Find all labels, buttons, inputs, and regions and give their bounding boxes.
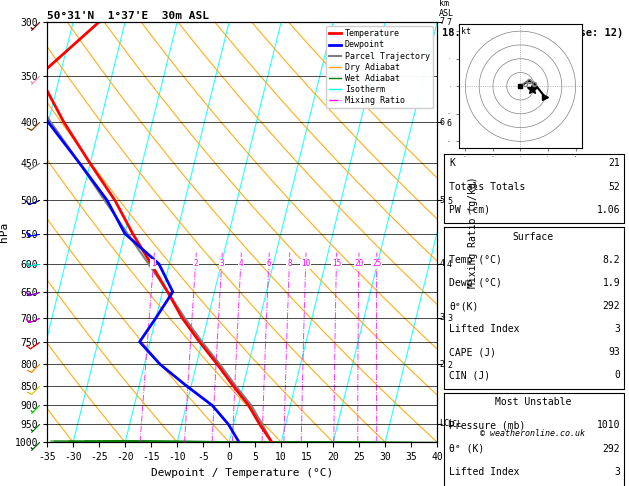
Text: Lifted Index: Lifted Index [449, 467, 520, 477]
Y-axis label: Mixing Ratio (g/kg): Mixing Ratio (g/kg) [467, 176, 477, 288]
Text: 4: 4 [238, 260, 243, 268]
Text: Temp (°C): Temp (°C) [449, 255, 503, 265]
Text: kt: kt [461, 27, 471, 36]
Text: 0: 0 [615, 370, 620, 381]
Text: 18.04.2024  00GMT  (Base: 12): 18.04.2024 00GMT (Base: 12) [442, 28, 623, 38]
Text: Lifted Index: Lifted Index [449, 324, 520, 334]
Text: 4: 4 [439, 260, 444, 268]
Text: Totals Totals: Totals Totals [449, 182, 526, 191]
Text: 21: 21 [608, 158, 620, 169]
Text: 2: 2 [439, 360, 444, 369]
Text: CAPE (J): CAPE (J) [449, 347, 496, 357]
Text: 5: 5 [439, 196, 444, 205]
Text: LCL: LCL [439, 419, 454, 429]
Text: PW (cm): PW (cm) [449, 205, 491, 215]
Text: 6: 6 [439, 118, 444, 127]
Text: 292: 292 [603, 301, 620, 311]
Text: 7: 7 [439, 17, 444, 26]
Text: 8: 8 [287, 260, 292, 268]
Text: 1.06: 1.06 [597, 205, 620, 215]
Legend: Temperature, Dewpoint, Parcel Trajectory, Dry Adiabat, Wet Adiabat, Isotherm, Mi: Temperature, Dewpoint, Parcel Trajectory… [326, 26, 433, 108]
Text: 20: 20 [354, 260, 364, 268]
Text: 2: 2 [193, 260, 198, 268]
Text: Surface: Surface [513, 232, 554, 242]
Text: 50°31'N  1°37'E  30m ASL: 50°31'N 1°37'E 30m ASL [47, 11, 209, 21]
Text: K: K [449, 158, 455, 169]
Text: 93: 93 [608, 347, 620, 357]
Text: 1: 1 [151, 260, 156, 268]
Text: 6: 6 [267, 260, 271, 268]
Text: © weatheronline.co.uk: © weatheronline.co.uk [481, 429, 586, 438]
Text: Most Unstable: Most Unstable [495, 397, 571, 407]
Y-axis label: hPa: hPa [0, 222, 9, 242]
Text: θᵉ (K): θᵉ (K) [449, 444, 485, 453]
Text: Pressure (mb): Pressure (mb) [449, 420, 526, 431]
Text: 3: 3 [615, 467, 620, 477]
Text: 25: 25 [372, 260, 381, 268]
Text: 52: 52 [608, 182, 620, 191]
X-axis label: Dewpoint / Temperature (°C): Dewpoint / Temperature (°C) [151, 468, 333, 478]
Text: CIN (J): CIN (J) [449, 370, 491, 381]
Text: 1.9: 1.9 [603, 278, 620, 288]
Text: 10: 10 [301, 260, 310, 268]
Text: 3: 3 [439, 313, 444, 322]
Text: 3: 3 [220, 260, 224, 268]
Text: Dewp (°C): Dewp (°C) [449, 278, 503, 288]
Text: 292: 292 [603, 444, 620, 453]
Text: 1010: 1010 [597, 420, 620, 431]
Text: 8.2: 8.2 [603, 255, 620, 265]
Text: θᵉ(K): θᵉ(K) [449, 301, 479, 311]
Text: 15: 15 [331, 260, 341, 268]
Text: 3: 3 [615, 324, 620, 334]
Text: km
ASL: km ASL [439, 0, 454, 17]
